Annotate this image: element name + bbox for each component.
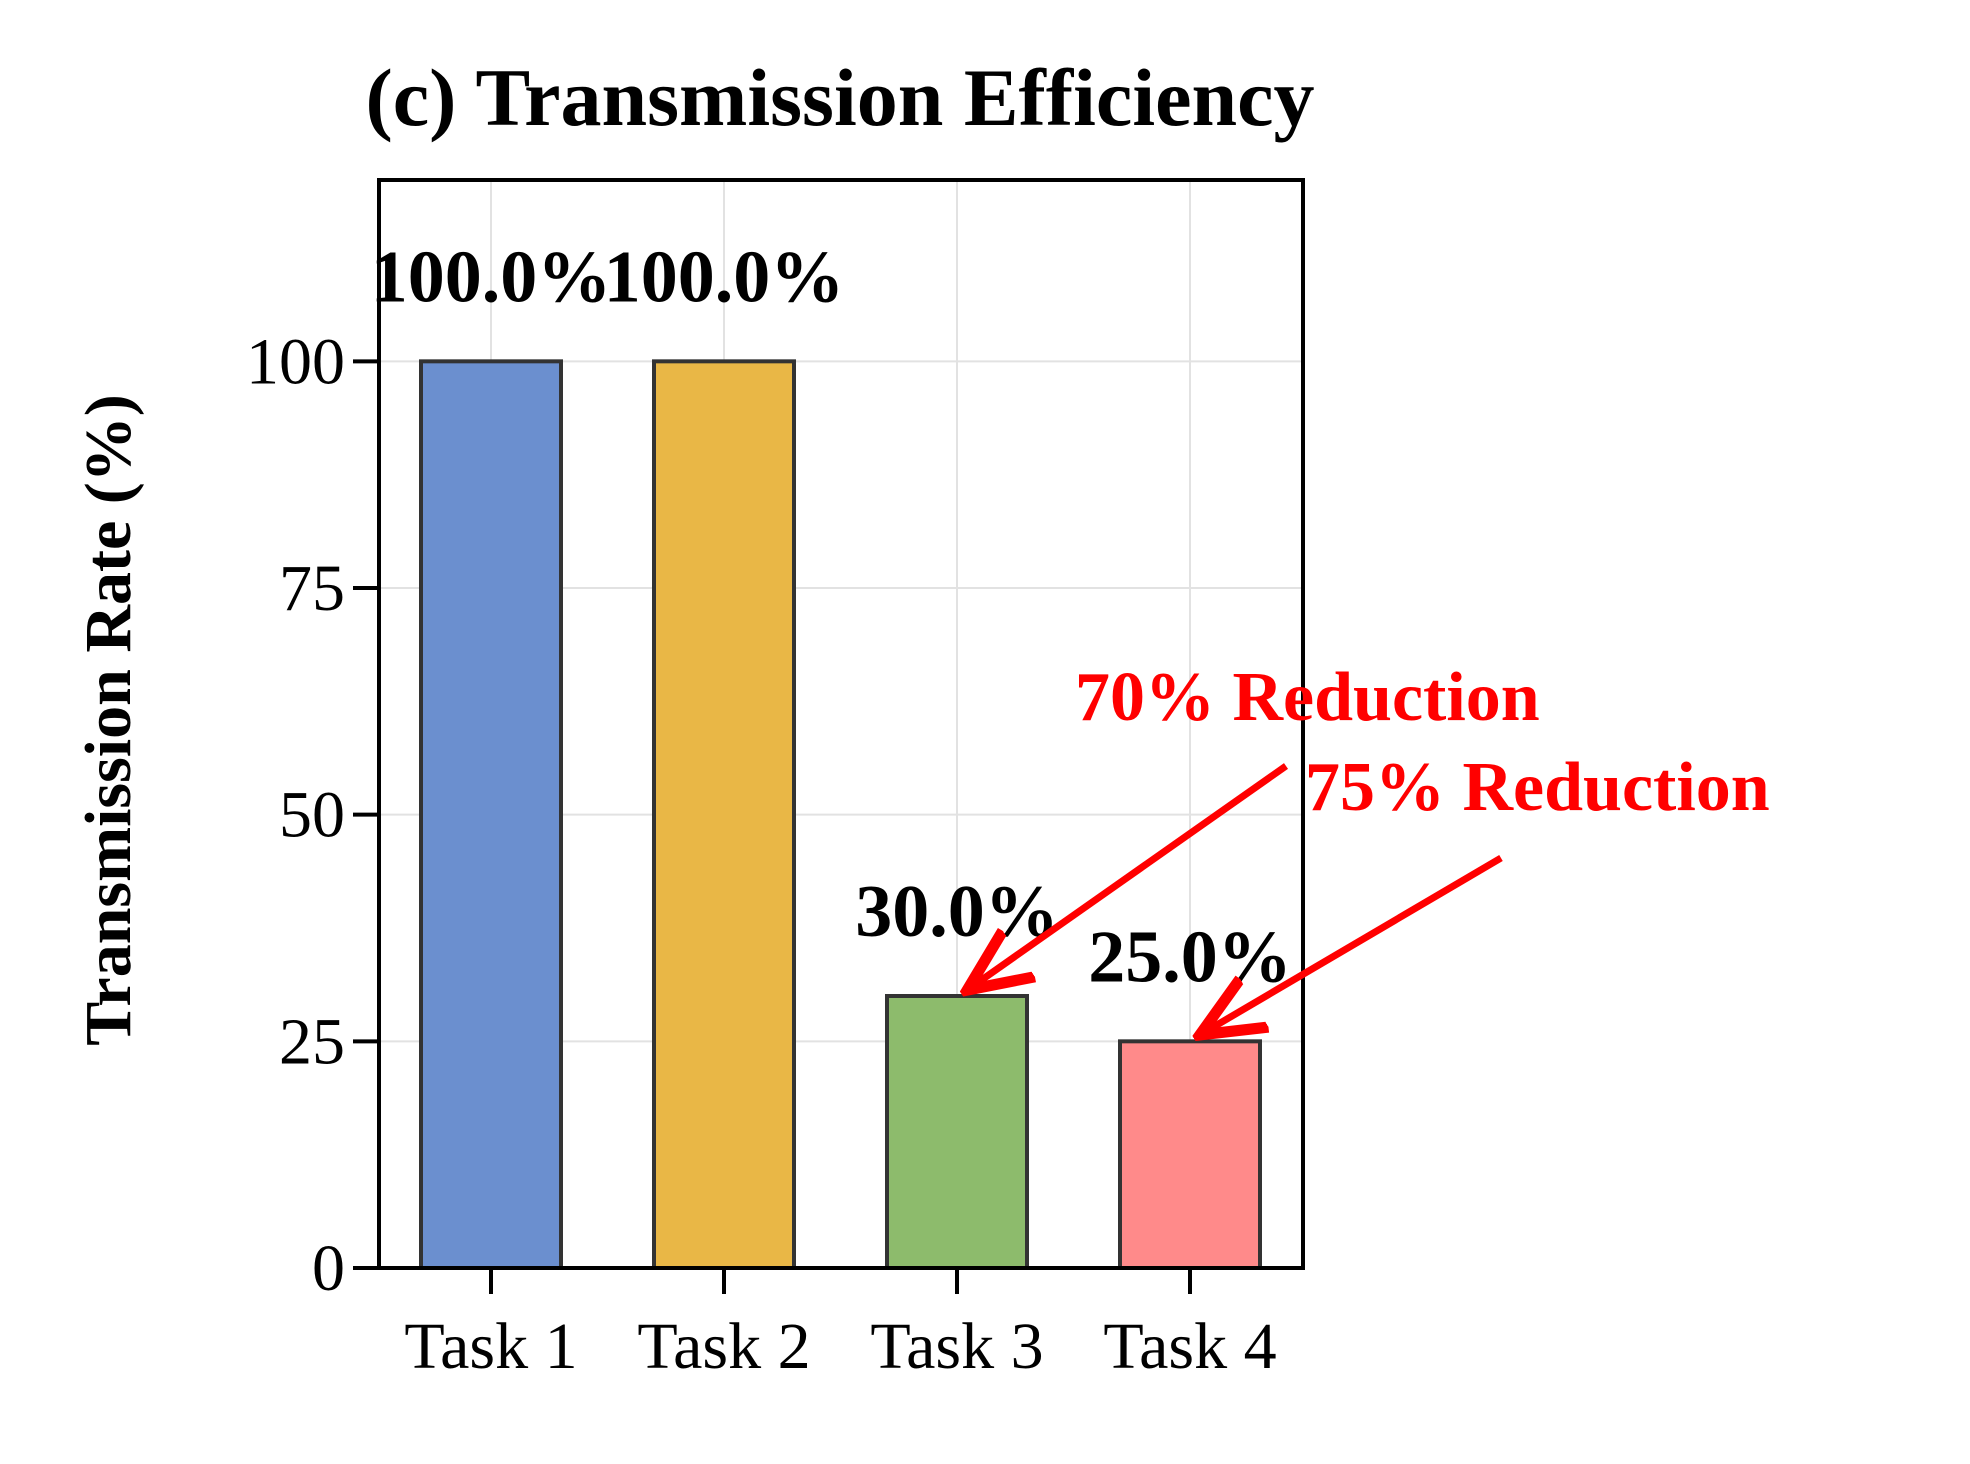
y-tick-label: 25 [279, 1005, 345, 1078]
bar-task-4 [1118, 1039, 1262, 1271]
y-tick-label: 50 [279, 779, 345, 852]
plot-frame [377, 178, 1305, 1270]
data-label: 30.0% [855, 871, 1059, 953]
y-tick-label: 75 [279, 552, 345, 625]
data-label: 100.0% [604, 236, 845, 318]
annotations: 70% Reduction 75% Reduction [973, 659, 1770, 1031]
y-tick-label: 100 [246, 325, 345, 398]
chart-title: (c) Transmission Efficiency [365, 52, 1314, 143]
axis-ticks: 0 25 50 75 100 Task 1 Task 2 Task 3 Task 4 [246, 325, 1277, 1383]
bar-task-1 [419, 359, 563, 1271]
y-tick-label: 0 [312, 1232, 345, 1305]
x-tick-label: Task 3 [870, 1310, 1043, 1383]
x-tick-label: Task 2 [637, 1310, 810, 1383]
x-tick-label: Task 1 [404, 1310, 577, 1383]
data-label: 100.0% [371, 236, 612, 318]
y-axis-label: Transmission Rate (%) [72, 394, 145, 1045]
annotation-label: 70% Reduction [1075, 659, 1540, 736]
annotation-arrow [973, 763, 1289, 986]
annotation-arrow [1206, 854, 1503, 1031]
bar-task-3 [885, 994, 1029, 1270]
bars [419, 359, 1262, 1271]
annotation-label: 75% Reduction [1305, 749, 1770, 826]
x-tick-label: Task 4 [1103, 1310, 1276, 1383]
data-label: 25.0% [1088, 916, 1292, 998]
bar-task-2 [652, 359, 796, 1271]
